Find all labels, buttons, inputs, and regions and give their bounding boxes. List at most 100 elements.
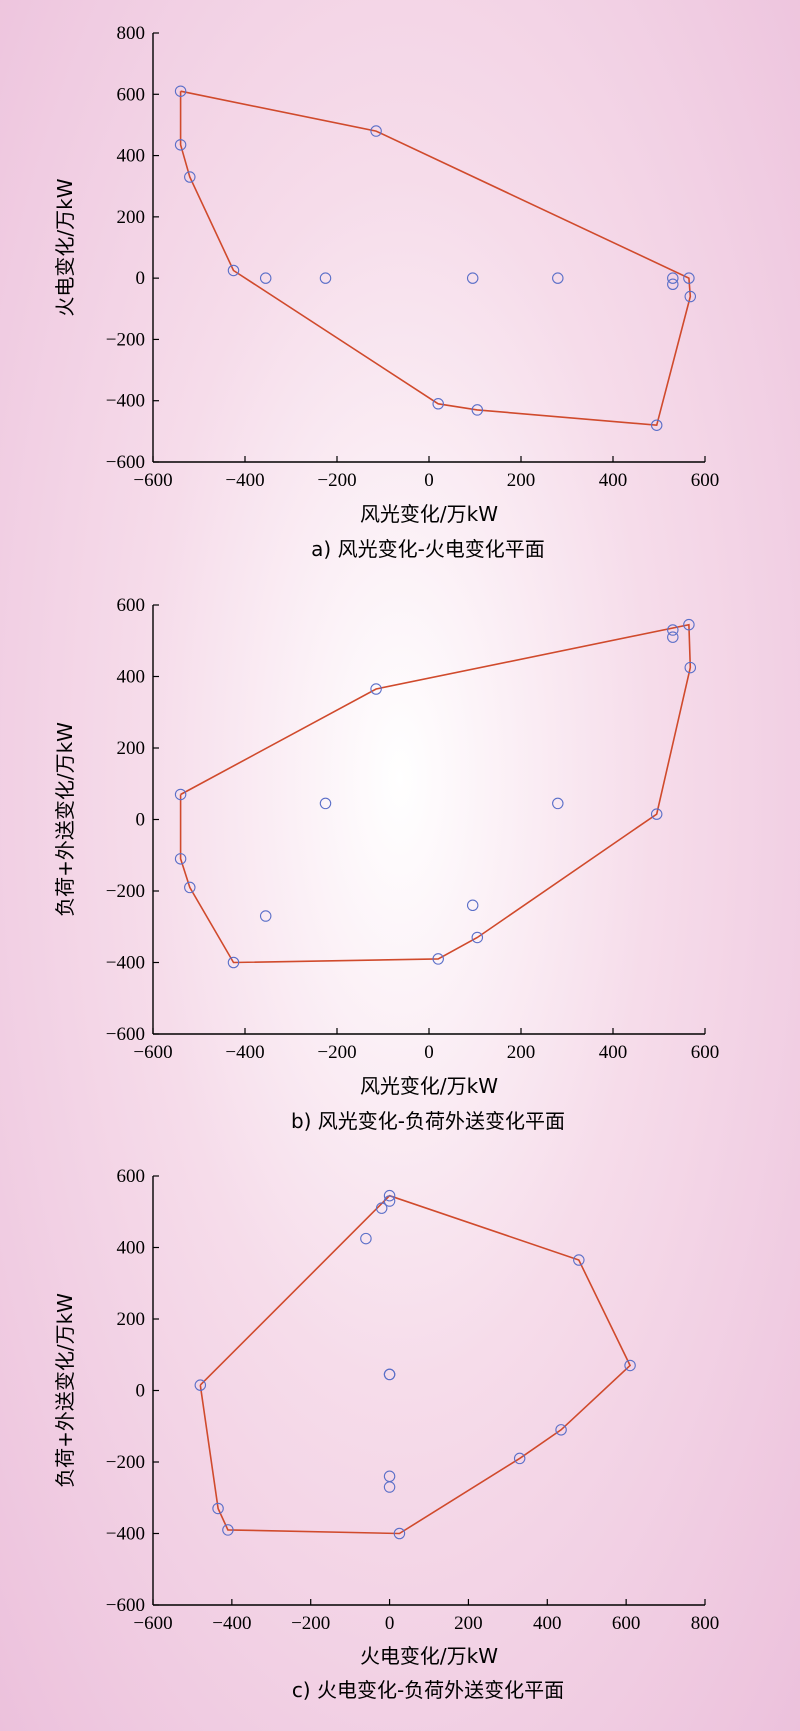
x-tick-label: 200 [507,1042,536,1063]
scatter-point [174,85,187,97]
y-axis-title: 负荷+外送变化/万kW [53,1293,77,1488]
scatter-point [667,278,679,291]
scatter-point [513,1452,526,1465]
y-tick-label: −600 [106,452,145,473]
x-tick-label: −200 [317,1042,356,1063]
scatter-point [573,1254,585,1266]
y-tick-label: −200 [106,881,145,902]
chart-panel-c: −600 −400 −200 0 200 400 600 800 −600 −400 −200 0 20… [53,1166,719,1702]
x-tick-label: 800 [691,1613,720,1634]
y-axis-title: 火电变化/万kW [53,178,77,316]
chart-caption: b) 风光变化-负荷外送变化平面 [291,1109,565,1133]
x-tick-label: −200 [317,470,356,491]
x-tick-label: −400 [225,1042,264,1063]
y-tick-label: 0 [136,268,146,289]
y-axis-title: 负荷+外送变化/万kW [53,722,77,917]
scatter-point [174,139,187,151]
x-tick-label: 400 [599,1042,628,1063]
y-tick-label: 200 [117,738,146,759]
chart-panel-b: −600 −400 −200 0 200 400 600 −600 −400 −200 0 200 40… [53,595,719,1133]
scatter-point [383,1368,396,1381]
scatter-point [650,808,663,820]
y-tick-label: 400 [117,667,146,688]
scatter-point [259,910,272,922]
scatter-point [555,1424,567,1436]
scatter-point [194,1379,207,1391]
y-tick-label: 600 [117,595,146,616]
scatter-point [552,272,564,284]
x-tick-label: −600 [133,470,172,491]
x-axis-title: 火电变化/万kW [360,1644,498,1668]
scatter-point [683,272,695,284]
scatter-point [432,398,444,410]
scatter-point [227,956,240,969]
hull-boundary-line [199,1194,632,1535]
x-tick-label: −400 [225,470,264,491]
scatter-point [184,881,196,894]
scatter-point [383,1195,396,1207]
x-tick-label: 0 [424,470,434,491]
scatter-point [393,1527,406,1540]
scatter-point [319,797,332,810]
x-tick-label: −600 [133,1613,172,1634]
scatter-point [624,1359,636,1372]
scatter-point [370,125,382,137]
x-tick-label: 600 [691,470,720,491]
scatter-point [683,618,695,631]
x-tick-label: 400 [599,470,628,491]
scatter-point [259,272,272,284]
y-tick-label: −400 [106,1524,145,1545]
y-tick-label: 0 [136,810,146,831]
x-tick-label: 200 [507,470,536,491]
y-tick-label: 400 [117,1238,146,1259]
y-tick-label: −200 [106,329,145,350]
scatter-point [222,1524,234,1536]
y-tick-label: −400 [106,953,145,974]
scatter-point [375,1202,388,1214]
scatter-point [212,1502,224,1515]
scatter-point [227,264,240,277]
scatter-point [174,853,187,865]
x-axis-title: 风光变化/万kW [360,502,498,526]
y-tick-label: 400 [117,146,146,167]
scatter-point [466,899,479,912]
x-tick-label: −200 [291,1613,330,1634]
scatter-point [471,404,484,416]
x-tick-label: 400 [533,1613,562,1634]
scatter-point [667,272,679,284]
y-tick-label: 200 [117,207,146,228]
scatter-point [370,683,382,695]
scatter-point [383,1470,396,1483]
scatter-point [432,953,444,965]
y-tick-label: 200 [117,1309,146,1330]
scatter-point [184,171,196,183]
y-tick-label: 600 [117,1166,146,1187]
hull-boundary-line [179,90,692,427]
y-tick-label: −600 [106,1024,145,1045]
scatter-point [383,1481,396,1493]
x-tick-label: 200 [454,1613,483,1634]
scatter-point [667,631,679,643]
scatter-point [383,1189,396,1202]
x-tick-label: 600 [691,1042,720,1063]
chart-caption: a) 风光变化-火电变化平面 [311,537,545,561]
scatter-point [684,661,697,674]
scatter-point [650,419,663,431]
x-tick-label: 0 [385,1613,395,1634]
x-tick-label: −400 [212,1613,251,1634]
scatter-point [684,290,697,303]
x-axis-title: 风光变化/万kW [360,1074,498,1098]
y-tick-label: 0 [136,1381,146,1402]
y-tick-label: 600 [117,84,146,105]
y-tick-label: 800 [117,23,146,44]
chart-caption: c) 火电变化-负荷外送变化平面 [292,1678,564,1702]
scatter-point [667,624,679,636]
scatter-point [471,931,484,944]
x-tick-label: 0 [424,1042,434,1063]
scatter-point [466,272,479,284]
scatter-point [360,1232,372,1245]
chart-panel-a: −600 −400 −200 0 200 400 600 −600 −400 −200 0 200 40… [53,23,719,561]
scatter-point [174,788,187,801]
y-tick-label: −600 [106,1595,145,1616]
